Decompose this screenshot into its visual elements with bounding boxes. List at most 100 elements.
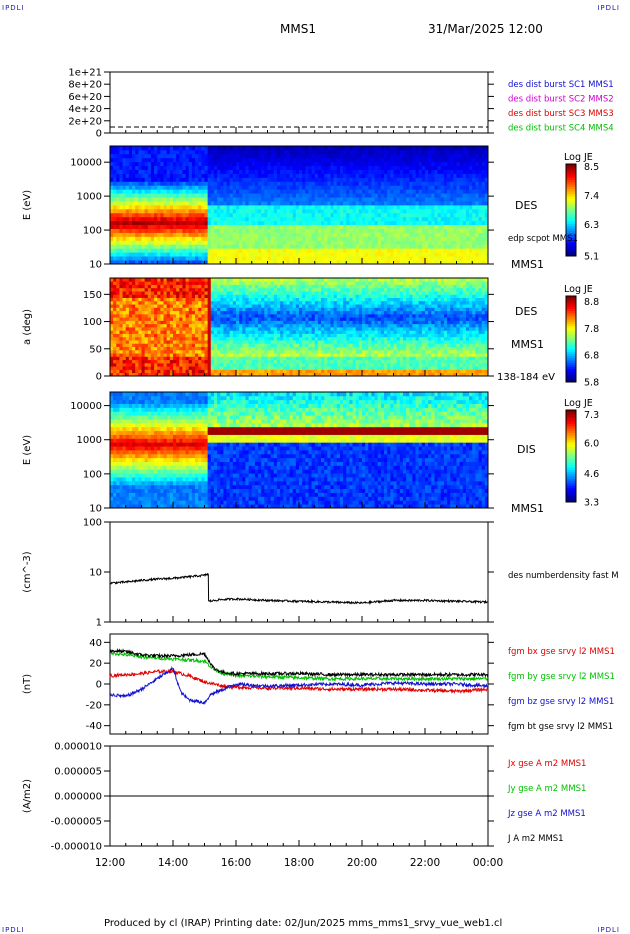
des-energy-panel-cell [387,177,391,182]
des-energy-panel-cell [434,161,438,167]
des-energy-panel-cell [135,193,139,198]
des-energy-panel-cell [173,224,177,229]
des-energy-panel-cell [163,185,168,190]
des-energy-panel-cell [402,260,407,265]
des-energy-panel-cell [173,177,177,182]
des-energy-panel-cell [264,256,268,261]
des-energy-panel-cell [210,149,215,155]
des-energy-panel-cell [469,244,473,249]
des-pitch-panel-cell [141,291,146,295]
des-pitch-panel-cell [110,307,114,312]
des-energy-panel-cell [481,201,486,206]
des-energy-panel-cell [355,252,360,257]
des-energy-panel-cell [324,149,328,155]
des-energy-panel-colorbar-tick: 8.5 [584,162,599,173]
des-energy-panel-cell [434,228,438,233]
des-energy-panel-cell [116,205,120,210]
des-energy-panel-cell [380,153,385,159]
des-energy-panel-cell [213,177,218,182]
des-energy-panel-cell [264,193,268,198]
des-pitch-panel-cell [191,346,196,351]
des-energy-panel-cell [387,173,391,178]
des-energy-panel-cell [412,224,416,229]
des-energy-panel-cell [245,177,249,182]
des-pitch-panel-cell [185,366,190,370]
des-pitch-panel-cell [160,330,164,334]
des-energy-panel-cell [248,240,253,245]
des-pitch-panel-cell [223,291,227,295]
des-energy-panel-cell [258,189,262,194]
des-energy-panel-cell [447,197,451,202]
des-pitch-panel-cell [113,284,117,289]
des-energy-panel-cell [396,149,401,155]
des-energy-panel-cell [239,189,243,194]
des-energy-panel-cell [213,240,218,245]
des-energy-panel-cell [258,165,262,170]
des-energy-panel-cell [437,153,442,159]
des-energy-panel-cell [154,228,158,233]
des-pitch-panel-cell [179,369,183,374]
des-pitch-panel-cell [166,343,171,347]
des-pitch-panel-cell [141,330,146,334]
des-energy-panel-cell [147,248,152,253]
des-pitch-panel-cell [141,297,146,302]
des-energy-panel-cell [110,185,114,190]
des-energy-panel-cell [286,224,290,229]
des-pitch-panel-cell [173,313,177,318]
des-pitch-panel-cell [191,362,196,367]
des-energy-panel-cell [176,173,180,178]
des-pitch-panel-cell [201,359,205,364]
des-energy-panel-cell [371,165,375,170]
des-energy-panel-cell [283,161,287,167]
des-energy-panel-cell [299,240,303,245]
des-energy-panel-cell [185,220,190,226]
des-energy-panel-cell [236,189,240,194]
des-energy-panel-cell [110,181,114,186]
des-pitch-panel-cell [195,327,199,331]
des-pitch-panel-cell [154,291,158,295]
des-energy-panel-cell [355,212,360,218]
des-energy-panel-cell [163,212,168,218]
des-energy-panel-cell [213,212,218,218]
des-pitch-panel-cell [201,317,205,321]
des-energy-panel-cell [355,165,360,170]
des-energy-panel-cell [113,232,117,237]
des-energy-panel-cell [469,157,473,163]
des-energy-panel-cell [393,193,398,198]
des-pitch-panel-cell [160,356,164,361]
des-energy-panel-cell [286,256,290,261]
des-energy-panel-cell [393,205,398,210]
des-energy-panel-cell [176,220,180,226]
des-energy-panel-cell [267,220,272,226]
des-pitch-panel-cell [223,353,227,357]
des-pitch-panel-cell [191,353,196,357]
des-energy-panel-cell [125,224,130,229]
des-energy-panel-cell [242,177,246,182]
des-pitch-panel-cell [185,304,190,308]
des-energy-panel-cell [276,201,281,206]
des-energy-panel-cell [283,173,287,178]
des-energy-panel-cell [305,153,309,159]
des-pitch-panel-cell [188,291,193,295]
des-energy-panel-cell [204,212,209,218]
des-energy-panel-cell [295,165,300,170]
des-energy-panel-cell [374,197,379,202]
des-energy-panel-cell [456,244,461,249]
des-energy-panel-cell [191,216,196,222]
des-energy-panel-cell [245,165,249,170]
des-pitch-panel-cell [232,353,237,357]
des-pitch-panel-cell [176,349,180,354]
des-pitch-panel-cell [223,307,227,312]
des-energy-panel-cell [292,181,297,186]
des-energy-panel-cell [465,153,470,159]
des-energy-panel-cell [154,244,158,249]
des-pitch-panel-cell [147,278,152,282]
des-energy-panel-cell [396,185,401,190]
des-energy-panel-cell [295,185,300,190]
des-energy-panel-cell [207,149,212,155]
des-energy-panel-cell [450,201,454,206]
des-pitch-panel-cell [169,284,174,289]
des-energy-panel-cell [302,220,306,226]
des-pitch-panel-cell [226,278,231,282]
des-energy-panel-cell [352,236,357,241]
